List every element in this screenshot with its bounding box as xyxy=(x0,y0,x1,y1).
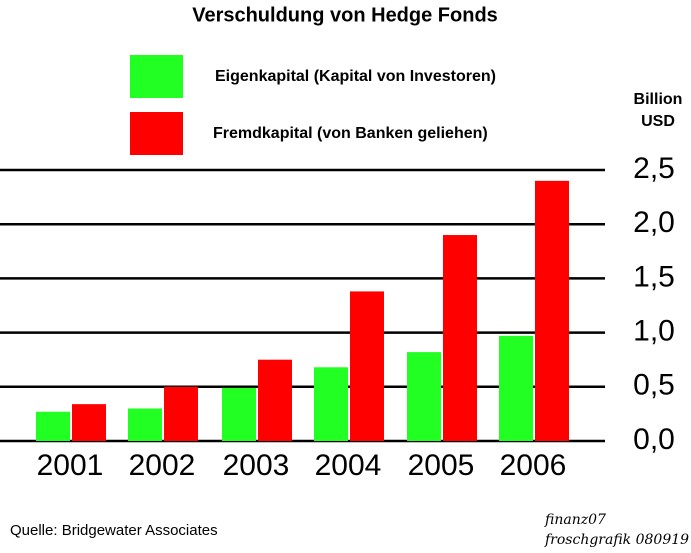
legend-label: Eigenkapital (Kapital von Investoren) xyxy=(215,68,496,85)
y-tick-label: 2,0 xyxy=(633,206,675,239)
source: Quelle: Bridgewater Associates xyxy=(10,522,218,539)
bar xyxy=(72,404,106,441)
credit: finanz07 xyxy=(544,512,606,528)
y-tick-label: 0,5 xyxy=(633,369,675,402)
bar xyxy=(128,408,162,441)
x-tick-label: 2003 xyxy=(223,449,290,482)
credit: froschgrafik 080919 xyxy=(544,532,689,548)
x-tick-label: 2004 xyxy=(315,449,382,482)
y-tick-label: 0,0 xyxy=(633,423,675,456)
bar xyxy=(535,180,569,441)
bar xyxy=(164,386,198,441)
chart-title: Verschuldung von Hedge Fonds xyxy=(192,4,498,26)
x-tick-label: 2002 xyxy=(129,449,196,482)
y-tick-label: 1,0 xyxy=(633,315,675,348)
legend-swatch xyxy=(130,112,183,155)
x-tick-label: 2006 xyxy=(500,449,567,482)
y-tick-label: 1,5 xyxy=(633,260,675,293)
bar xyxy=(499,335,533,441)
bar xyxy=(443,235,477,441)
bar xyxy=(36,411,70,441)
y-tick-label: 2,5 xyxy=(633,152,675,185)
x-tick-label: 2005 xyxy=(408,449,475,482)
x-tick-label: 2001 xyxy=(37,449,104,482)
y-unit: Billion xyxy=(634,91,683,108)
legend-label: Fremdkapital (von Banken geliehen) xyxy=(213,125,488,142)
bar xyxy=(222,387,256,441)
bar xyxy=(350,291,384,441)
bar xyxy=(314,367,348,441)
bar xyxy=(407,352,441,441)
legend-swatch xyxy=(130,55,183,98)
y-unit: USD xyxy=(641,113,675,130)
bar xyxy=(258,359,292,441)
